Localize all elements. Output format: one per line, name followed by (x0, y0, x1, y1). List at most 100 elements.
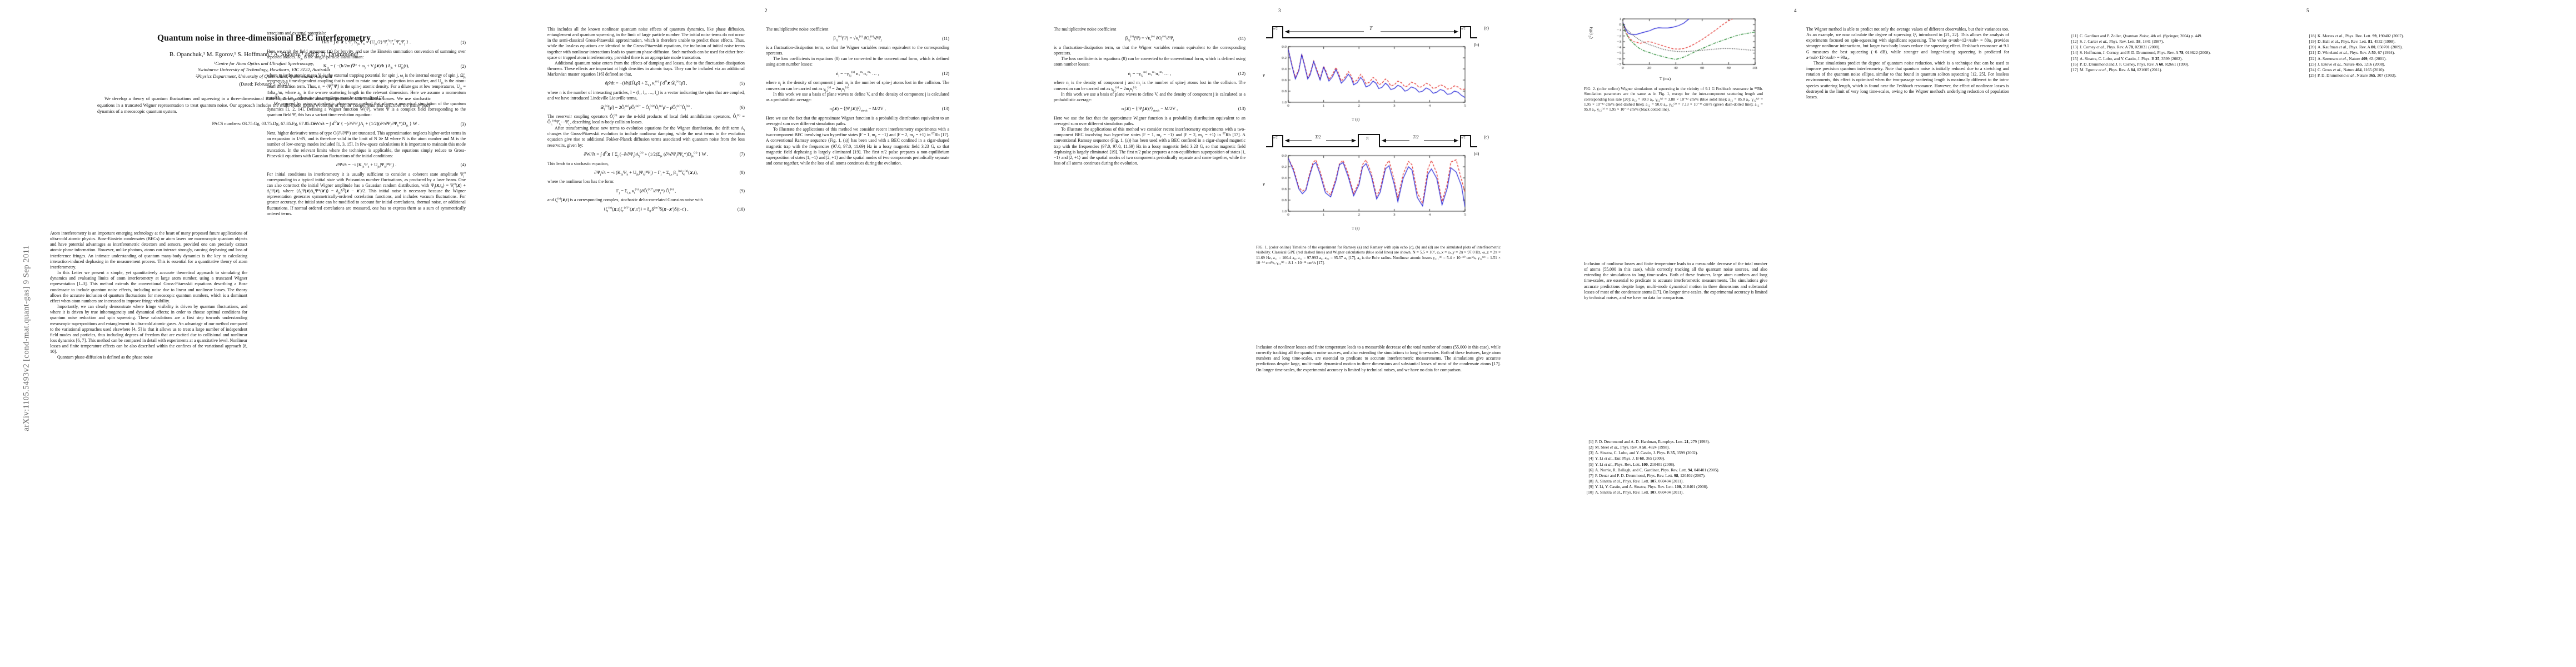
page-1: arXiv:1105.5493v2 [cond-mat.quant-gas] 9… (0, 0, 517, 667)
paragraph: In this work we use a basis of plane wav… (766, 91, 949, 102)
equation-body: nj(𝒙) = ⟨|Ψj(𝒙)|²⟩stoch − M/2V , (1121, 106, 1178, 113)
equation-number: (1) (460, 39, 466, 45)
paragraph: We proceed by using a stochastic phase-s… (267, 101, 466, 118)
equation-body: ⟨ζl(n)(𝒙,t)ζl′(n′)*(𝒙′,t′)⟩ = δll′δ(nn′)… (604, 206, 689, 213)
fig2-plot: ξ2 (dB) T (ms) (1584, 12, 1767, 84)
reference-text: P. D. Drummond and J. F. Corney, Phys. R… (2080, 61, 2189, 67)
paragraph: teractions and external potentials: (267, 31, 326, 36)
reference-number: [7] (1588, 472, 1593, 478)
reference-text: P. D. Drummond et al., Nature 365, 307 (… (2318, 72, 2396, 78)
reference-text: P. D. Drummond and A. D. Hardman, Europh… (1595, 439, 1710, 444)
author-list: B. Opanchuk,¹ M. Egorov,¹ S. Hoffmann,² … (169, 51, 359, 58)
pulse-label-T: T (1369, 26, 1373, 32)
references-column-b: [18] K. Mertes et al., Phys. Rev. Lett. … (2306, 33, 2529, 78)
reference-item: [16] P. D. Drummond and J. F. Corney, Ph… (2069, 62, 2291, 67)
reference-number: [22] (2309, 56, 2316, 61)
page-title: Quantum noise in three-dimensional BEC i… (157, 33, 371, 43)
reference-number: [11] (2071, 33, 2078, 38)
equation-12: ṅj = −γl,j(n) n₁m₁n₂m₂ … , (12) (766, 71, 949, 77)
equation-body: dρ̂/dt = −(i/ħ)[Ĥ,ρ̂] + Σn,l κl(n) ∫ dD𝒙… (605, 80, 687, 88)
paragraph: Atom interferometry is an important emer… (50, 231, 247, 270)
references-column-a: [11] C. Gardiner and P. Zoller, Quantum … (2069, 33, 2291, 73)
equation-body: βl,j(n)(Ψ) = √κl(n) ∂Ol(n)/∂Ψj (1125, 35, 1174, 42)
reference-item: [11] C. Gardiner and P. Zoller, Quantum … (2069, 33, 2291, 39)
equation-number: (8) (739, 170, 745, 175)
page-number: 5 (2306, 8, 2309, 13)
reference-item: [10] A. Sinatra et al., Phys. Rev. Lett.… (1584, 490, 1767, 495)
reference-number: [21] (2309, 50, 2316, 56)
abstract: We develop a theory of quantum fluctuati… (97, 96, 431, 115)
paragraph: is a fluctuation-dissipation term, so th… (1054, 44, 1245, 56)
squeezing-plot (1612, 17, 1757, 72)
fig1-plot-d: (d) ν T (s) (1256, 151, 1517, 238)
figure-1-caption: FIG. 1. (color online) Timeline of the e… (1256, 245, 1501, 266)
equation-number: (12) (1238, 71, 1245, 76)
reference-text: M. Egorov et al., Phys. Rev. A 84, 02160… (2080, 67, 2163, 72)
reference-text: A. Kaufman et al., Phys. Rev. A 80, 0507… (2318, 44, 2403, 50)
paragraph: is a fluctuation-dissipation term, so th… (766, 44, 949, 56)
paragraph: where nj is the density of component j a… (1054, 80, 1245, 93)
pulse-label-pi2-a1: π/2 (1273, 27, 1278, 31)
pulse-label-pi2-c1: π/2 (1273, 136, 1278, 140)
page-number: 4 (1794, 8, 1797, 13)
reference-number: [18] (2309, 33, 2316, 38)
equation-body: Kjk = ( −(ħ/2m)∇² + ωj + Vj(𝒙)/ħ ) δjk +… (323, 63, 410, 70)
equation-body: Ĥ/ħ = ∫ dD𝒙 { Ψ̂j†KjkΨ̂k + (Ujk/2) Ψ̂j†Ψ… (321, 39, 411, 46)
equation-7: ∂W/∂t = ∫ dD𝒙 { Σj (−∂/∂Ψj)Aj(n) + (1/2)… (547, 151, 745, 158)
paragraph: The reservoir coupling operators Ôl(n) a… (547, 113, 745, 127)
paragraph: Inclusion of nonlinear losses and finite… (1584, 261, 1767, 300)
figure-1: π/2 T π/2 (a) (b) ν T (s) (1256, 22, 1517, 266)
page3-column-2: Inclusion of nonlinear losses and finite… (1256, 345, 1501, 373)
paragraph: For initial conditions in interferometry… (267, 171, 466, 216)
equation-number: (13) (941, 106, 949, 112)
panel-label-c: (c) (1484, 135, 1489, 140)
visibility-plot-b (1276, 44, 1467, 110)
reference-item: [24] C. Gross et al., Nature 464, 1165 (… (2306, 67, 2529, 73)
equation-12-repeat: ṅj = −γl,j(n) n₁m₁n₂m₂ … , (12) (1054, 71, 1245, 77)
fig2-xlabel: T (ms) (1660, 76, 1671, 81)
paragraph: The multiplicative noise coefficient (1054, 27, 1117, 32)
equation-3: ∂W/∂t = ∫ dD𝒙 { −(∂/∂Ψj)Aj + (1/2)(∂²/∂Ψ… (267, 121, 466, 128)
page4-column-2: The Wigner method is able to predict not… (1806, 27, 2009, 100)
reference-text: J. Corney et al., Phys. Rev. A 78, 02383… (2080, 44, 2160, 50)
page1-column-1: Atom interferometry is an important emer… (50, 231, 247, 361)
paragraph: This includes all the known nonlinear qu… (547, 27, 745, 60)
reference-item: [4] Y. Li et al., Eur. Phys. J. B 68, 36… (1584, 456, 1767, 461)
reference-number: [17] (2071, 67, 2078, 72)
reference-number: [14] (2071, 50, 2078, 56)
pulse-label-T2-right: T/2 (1413, 135, 1419, 140)
pulse-sequence-c-icon (1266, 134, 1477, 147)
equation-2: Kjk = ( −(ħ/2m)∇² + ωj + Vj(𝒙)/ħ ) δjk +… (267, 63, 466, 69)
equation-number: (3) (460, 121, 466, 127)
paragraph: The loss coefficients in equations (8) c… (766, 56, 949, 67)
paragraph: These simulations predict the degree of … (1806, 60, 2009, 99)
paragraph: Next, higher derivative terms of type O(… (267, 131, 466, 158)
affiliation-2: ²Physics Department, University of Queen… (196, 73, 332, 79)
paragraph: Additional quantum noise enters from the… (547, 60, 745, 77)
reference-text: C. Gross et al., Nature 464, 1165 (2010)… (2318, 67, 2385, 72)
paragraph: This leads to a stochastic equation, (547, 161, 609, 166)
fig1-plot-b: (b) ν T (s) (1256, 42, 1517, 128)
reference-item: [1] P. D. Drummond and A. D. Hardman, Eu… (1584, 439, 1767, 445)
page-4: 4 ξ2 (dB) T (ms) FIG. 2. (color online) … (1545, 0, 2056, 667)
reference-item: [20] A. Kaufman et al., Phys. Rev. A 80,… (2306, 44, 2529, 50)
reference-text: A. Sinatra et al., Phys. Rev. Lett. 107,… (1595, 490, 1684, 495)
figure-2: ξ2 (dB) T (ms) FIG. 2. (color online) Wi… (1584, 12, 1767, 113)
equation-body: nj(𝒙) = ⟨|Ψj(𝒙)|²⟩stoch − M/2V , (829, 106, 886, 113)
fig1d-ylabel: ν (1263, 181, 1265, 187)
panel-label-b: (b) (1474, 42, 1479, 47)
paragraph: and ζl(n)(𝒙,t) is a corresponding comple… (547, 197, 703, 204)
reference-text: A. Sinatra, C. Lobo, and Y. Castin, J. P… (1595, 450, 1698, 456)
reference-text: Y. Li et al., Phys. Rev. Lett. 100, 2104… (1595, 461, 1676, 467)
equation-number: (5) (739, 81, 745, 86)
reference-text: D. Wineland et al., Phys. Rev. A 50, 67 … (2318, 50, 2395, 56)
reference-text: A. Sinatra et al., Phys. Rev. Lett. 107,… (1595, 478, 1684, 484)
reference-item: [6] A. Norrie, R. Ballagh, and C. Gardin… (1584, 467, 1767, 473)
equation-body: 𝒟l(n)[ρ̂] = 2Ôl(n)ρ̂Ôl(n)† − Ôl(n)†Ôl(n)… (600, 104, 692, 112)
pulse-sequence-a-icon (1266, 26, 1477, 38)
equation-10: ⟨ζl(n)(𝒙,t)ζl′(n′)*(𝒙′,t′)⟩ = δll′δ(nn′)… (547, 206, 745, 213)
reference-item: [2] M. Steel et al., Phys. Rev. A 58, 48… (1584, 445, 1767, 450)
fig1b-ylabel: ν (1263, 72, 1265, 78)
page3-column-1: The multiplicative noise coefficient βl,… (1054, 27, 1245, 166)
